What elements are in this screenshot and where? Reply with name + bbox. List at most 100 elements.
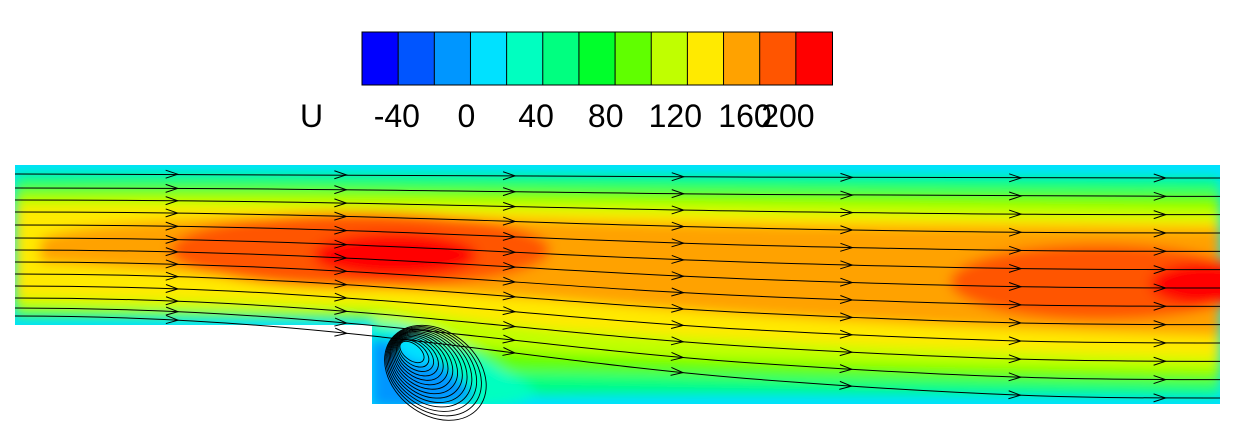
vortex-loop xyxy=(395,337,439,377)
streamline-arrow xyxy=(670,366,685,376)
vortex-loop xyxy=(394,335,444,381)
streamline-arrow xyxy=(502,347,517,356)
streamline-arrow xyxy=(840,207,855,217)
streamline-arrow xyxy=(165,221,180,231)
streamline-arrow xyxy=(670,352,685,361)
streamline-arrow xyxy=(1153,356,1168,366)
streamline-arrow xyxy=(671,221,686,231)
recirculation-vortex xyxy=(384,324,487,421)
streamline-arrow xyxy=(1153,246,1168,256)
streamline-arrow xyxy=(839,329,854,339)
streamline-arrow xyxy=(1153,338,1168,348)
streamline-arrow xyxy=(840,225,854,235)
colorbar-tick-label: 160 xyxy=(718,98,771,134)
vortex-loop xyxy=(398,339,430,368)
streamline-arrow xyxy=(670,336,685,346)
streamline-arrow xyxy=(840,190,855,200)
streamline-arrow xyxy=(334,305,349,315)
streamline-arrow xyxy=(502,261,517,271)
streamline-arrow xyxy=(334,327,349,337)
streamline-arrow xyxy=(502,231,517,241)
streamline-arrow xyxy=(671,254,686,264)
vortex-loop xyxy=(392,333,454,390)
streamline-arrow xyxy=(334,266,349,276)
streamline-arrow xyxy=(840,242,854,252)
streamlines xyxy=(14,169,1221,403)
streamline-arrow xyxy=(839,380,854,390)
streamline-arrow xyxy=(165,271,180,281)
streamline-arrow xyxy=(165,247,180,257)
streamline xyxy=(14,173,1221,179)
streamline xyxy=(14,273,1221,326)
streamline-arrow xyxy=(502,306,517,316)
streamline-arrow xyxy=(839,347,854,357)
streamline-arrow xyxy=(334,239,348,249)
streamline xyxy=(14,249,1221,289)
streamline-arrow xyxy=(334,185,348,195)
streamline xyxy=(14,187,1221,197)
streamline-arrow xyxy=(1008,263,1023,273)
contour-max-left xyxy=(313,233,477,277)
streamline-arrow xyxy=(1153,393,1168,403)
streamline-arrow xyxy=(502,276,517,286)
streamline-arrow xyxy=(840,172,855,182)
colorbar-tick-label: 40 xyxy=(518,98,554,134)
streamline-arrow xyxy=(334,252,349,262)
colorbar-swatch xyxy=(759,31,797,86)
streamline-arrow xyxy=(334,317,349,327)
colorbar-swatch xyxy=(506,31,544,86)
colorbar-swatch xyxy=(361,31,400,86)
streamline xyxy=(14,261,1221,307)
streamline-arrow xyxy=(334,279,349,289)
vortex-loop xyxy=(397,338,435,372)
vortex-loop xyxy=(385,326,482,417)
streamline-arrow xyxy=(165,208,180,218)
streamline-arrow xyxy=(334,170,348,180)
vortex-loop xyxy=(388,329,468,403)
streamline-arrow xyxy=(671,172,686,182)
streamline-arrow xyxy=(502,247,517,257)
streamline-arrow xyxy=(502,320,517,330)
streamline-arrow xyxy=(165,284,180,293)
streamline xyxy=(14,224,1221,252)
colorbar-swatch xyxy=(795,31,833,86)
streamline-arrow xyxy=(839,277,854,287)
colorbar-swatch xyxy=(614,31,653,86)
vortex-loop xyxy=(399,340,425,364)
colorbar-tick-label: -40 xyxy=(374,98,420,134)
streamline-arrow xyxy=(1153,320,1168,330)
streamline-arrow xyxy=(671,189,686,199)
streamline-arrow xyxy=(165,315,180,325)
colorbar-tick-label: 120 xyxy=(649,98,702,134)
streamline-arrow xyxy=(1008,245,1023,255)
streamline-arrow xyxy=(165,234,180,244)
streamline-arrow xyxy=(1153,173,1168,183)
streamline-arrow xyxy=(502,201,517,211)
streamline-arrow xyxy=(671,205,686,215)
streamline xyxy=(14,307,1221,381)
streamline-arrow xyxy=(1008,209,1023,219)
streamline-arrow xyxy=(1153,265,1168,275)
colorbar xyxy=(361,31,833,86)
streamline xyxy=(14,237,1221,271)
colorbar-swatch xyxy=(686,31,725,86)
colorbar-swatch xyxy=(650,31,689,86)
streamline xyxy=(14,315,1221,399)
streamline-arrow xyxy=(1008,282,1023,291)
streamline-arrow xyxy=(165,306,180,316)
streamline-arrow xyxy=(502,334,517,344)
streamline-arrow xyxy=(165,296,180,306)
streamline-arrow xyxy=(839,295,854,304)
streamline-arrow xyxy=(1008,372,1023,382)
streamline-arrow xyxy=(671,303,686,313)
streamline-arrow xyxy=(165,259,180,269)
streamline-arrow xyxy=(1008,191,1023,201)
streamline-arrow xyxy=(671,287,686,297)
vortex-loop xyxy=(384,324,487,421)
streamline-arrow xyxy=(165,183,180,193)
colorbar-tick-label: 80 xyxy=(588,98,624,134)
streamline-arrow xyxy=(334,211,348,221)
streamline-arrow xyxy=(1008,300,1023,310)
streamline-arrow xyxy=(1153,191,1168,201)
